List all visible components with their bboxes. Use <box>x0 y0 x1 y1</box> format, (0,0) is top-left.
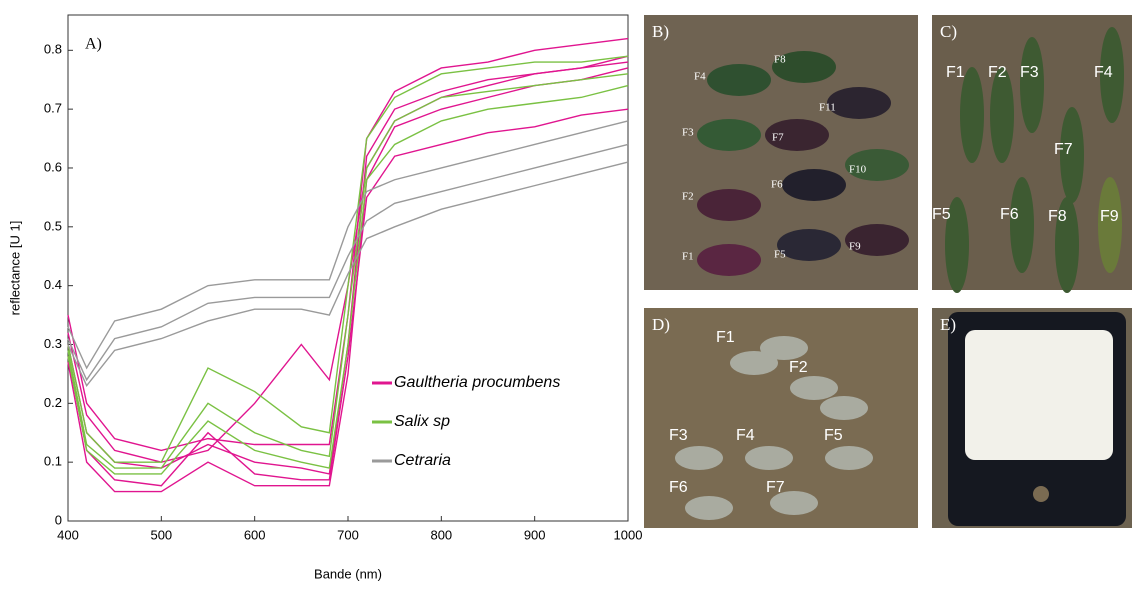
leaf <box>1100 27 1124 123</box>
lichen <box>760 336 808 360</box>
leaf <box>707 64 771 96</box>
sample-label: F2 <box>682 191 694 203</box>
leaf <box>1060 107 1084 203</box>
x-tick-label: 900 <box>524 527 546 542</box>
sample-label: F2 <box>789 359 808 376</box>
legend-label: Gaultheria procumbens <box>394 374 560 391</box>
lichen <box>675 446 723 470</box>
y-tick-label: 0.1 <box>44 454 62 469</box>
y-tick-label: 0 <box>55 512 62 527</box>
spectrum-line <box>67 73 629 469</box>
x-tick-label: 600 <box>244 527 266 542</box>
leaf <box>697 189 761 221</box>
y-axis-label: reflectance [U 1] <box>7 221 22 316</box>
sample-label: F1 <box>716 329 735 346</box>
spectrum-line <box>67 84 629 475</box>
leaf <box>777 229 841 261</box>
y-tick-label: 0.2 <box>44 395 62 410</box>
sample-label: F9 <box>849 241 861 253</box>
sample-label: F6 <box>669 479 688 496</box>
x-tick-label: 500 <box>150 527 172 542</box>
lichen <box>745 446 793 470</box>
y-tick-label: 0.8 <box>44 42 62 57</box>
y-tick-label: 0.4 <box>44 277 62 292</box>
legend-label: Salix sp <box>394 413 450 430</box>
spectrum-line <box>67 37 629 452</box>
sample-label: F4 <box>1094 64 1113 81</box>
sample-label: F3 <box>1020 64 1039 81</box>
leaf <box>990 67 1014 163</box>
y-tick-label: 0.3 <box>44 336 62 351</box>
sample-label: F5 <box>932 206 951 223</box>
panel-label: B) <box>652 22 669 41</box>
sample-label: F5 <box>774 249 786 261</box>
spectrum-line <box>67 161 629 388</box>
x-tick-label: 700 <box>337 527 359 542</box>
sample-label: F1 <box>682 251 694 263</box>
sample-label: F6 <box>771 179 783 191</box>
leaf <box>782 169 846 201</box>
sample-label: F7 <box>772 132 784 144</box>
legend-label: Cetraria <box>394 452 451 469</box>
spectrum-line <box>67 67 629 493</box>
sample-label: F6 <box>1000 206 1019 223</box>
sample-label: F9 <box>1100 208 1119 225</box>
x-tick-label: 800 <box>430 527 452 542</box>
lichen <box>790 376 838 400</box>
leaf <box>845 149 909 181</box>
leaf <box>827 87 891 119</box>
leaf <box>772 51 836 83</box>
card-hole <box>1033 486 1049 502</box>
lichen <box>820 396 868 420</box>
spectrum-line <box>67 55 629 463</box>
panel-label: A) <box>85 36 102 53</box>
sample-label: F3 <box>682 127 694 139</box>
spectrum-line <box>67 108 629 487</box>
spectrum-line <box>67 120 629 370</box>
sample-label: F1 <box>946 64 965 81</box>
lichen <box>730 351 778 375</box>
sample-label: F8 <box>1048 208 1067 225</box>
leaf <box>945 197 969 293</box>
sample-label: F7 <box>766 479 785 496</box>
leaf <box>1098 177 1122 273</box>
panel-label: C) <box>940 22 957 41</box>
panel-label: D) <box>652 315 670 334</box>
lichen <box>825 446 873 470</box>
lichen <box>685 496 733 520</box>
y-tick-label: 0.6 <box>44 159 62 174</box>
sample-label: F5 <box>824 427 843 444</box>
leaf <box>845 224 909 256</box>
leaf <box>1055 197 1079 293</box>
leaf <box>1020 37 1044 133</box>
leaf <box>960 67 984 163</box>
lichen <box>770 491 818 515</box>
sample-label: F7 <box>1054 141 1073 158</box>
panel-label: E) <box>940 315 956 334</box>
y-tick-label: 0.5 <box>44 218 62 233</box>
y-tick-label: 0.7 <box>44 101 62 116</box>
sample-label: F8 <box>774 54 786 66</box>
sample-label: F4 <box>736 427 755 444</box>
sample-label: F3 <box>669 427 688 444</box>
x-tick-label: 400 <box>57 527 79 542</box>
leaf <box>765 119 829 151</box>
x-axis-label: Bande (nm) <box>314 566 382 581</box>
leaf <box>1010 177 1034 273</box>
sample-label: F10 <box>849 164 867 176</box>
white-reference <box>965 330 1113 460</box>
plot-frame <box>67 14 629 522</box>
sample-label: F11 <box>819 102 836 114</box>
leaf <box>697 244 761 276</box>
spectrum-line <box>67 55 629 463</box>
sample-label: F2 <box>988 64 1007 81</box>
x-tick-label: 1000 <box>614 527 643 542</box>
leaf <box>697 119 761 151</box>
sample-label: F4 <box>694 71 706 83</box>
spectrum-line <box>67 143 629 382</box>
